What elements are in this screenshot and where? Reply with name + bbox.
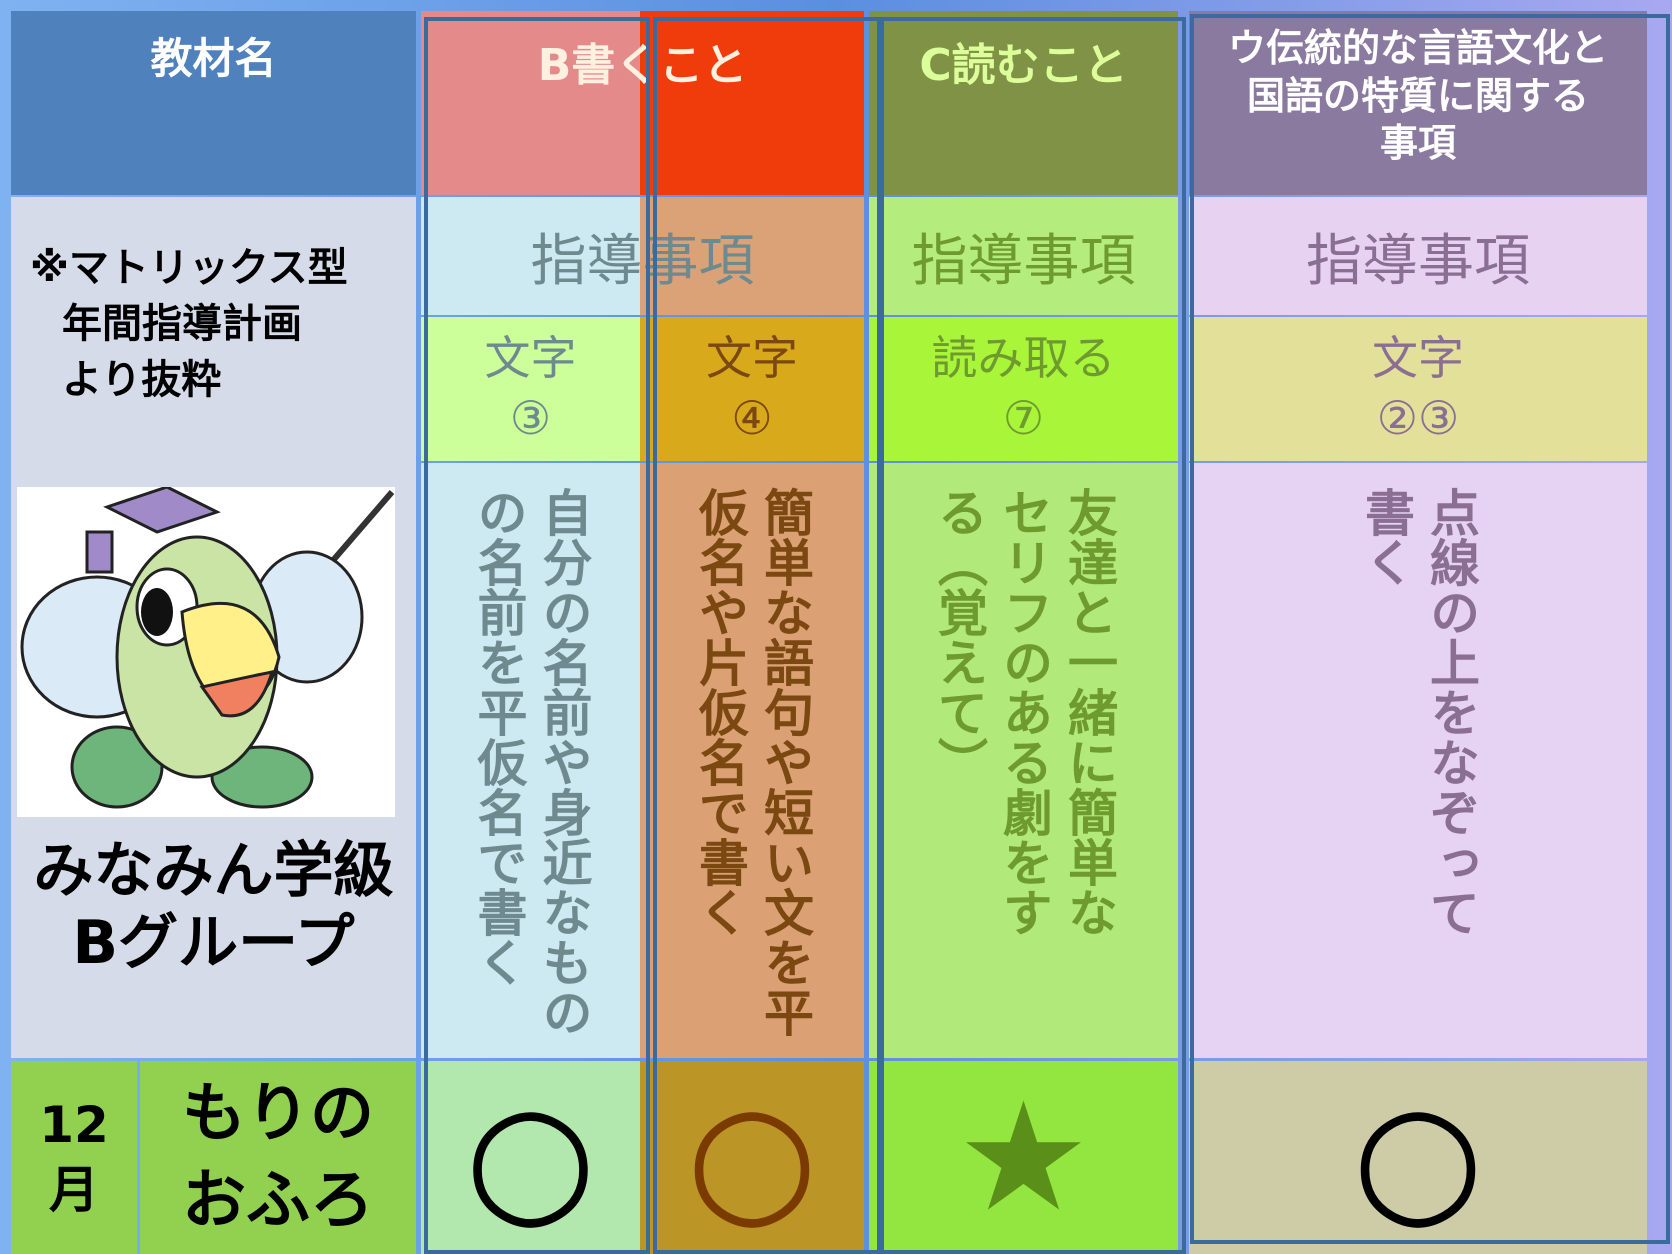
header-material: 教材名 [11, 11, 416, 195]
guidance-writing: 指導事項 [530, 228, 755, 294]
header-line: 事項 [1379, 121, 1456, 165]
month: 12 月 [11, 1061, 137, 1254]
item-mark: ○ [640, 1061, 864, 1254]
description-line: 点線の上をなぞって [1422, 487, 1480, 937]
description-line: セリフのある劇をす [995, 487, 1053, 937]
header-line: 国語の特質に関する [1246, 73, 1589, 118]
header-tradition: ウ伝統的な言語文化と 国語の特質に関する 事項 [1189, 11, 1647, 195]
label-line: ④ [731, 391, 773, 445]
description-line: 自分の名前や身近なもの [534, 487, 593, 1037]
label-line: 文字 [706, 331, 798, 386]
item-mark: ★ [869, 1061, 1178, 1254]
item-label: 文字 ②③ [1189, 317, 1647, 461]
item-label: 文字 ④ [640, 317, 864, 461]
header-bg [421, 11, 640, 195]
item-description: 簡単な語句や短い文を平 仮名や片仮名で書く [640, 463, 864, 1058]
item-description: 自分の名前や身近なもの の名前を平仮名で書く [421, 463, 640, 1058]
label-line: ③ [509, 391, 552, 445]
description-line: る（覚えて） [930, 487, 988, 787]
month-unit: 月 [49, 1160, 99, 1219]
description-line: 仮名や片仮名で書く [691, 487, 749, 937]
header-reading: C読むこと [869, 11, 1178, 195]
cell-bg [421, 197, 640, 315]
cell-bg [640, 197, 864, 315]
item-description: 友達と一緒に簡単な セリフのある劇をす る（覚えて） [869, 463, 1178, 1058]
label-line: ⑦ [1002, 391, 1045, 445]
item-mark: ○ [421, 1061, 640, 1254]
header-writing: B書くこと [537, 40, 748, 91]
title-line: もりの [182, 1077, 374, 1152]
label-line: 読み取る [931, 331, 1116, 386]
mascot [17, 487, 395, 817]
guidance-reading: 指導事項 [869, 197, 1178, 315]
lesson-title: もりの おふろ [140, 1061, 416, 1254]
item-mark: ○ [1189, 1061, 1647, 1254]
description-line: 簡単な語句や短い文を平 [756, 487, 814, 1037]
note: ※マトリックス型年間指導計画 より抜粋 [30, 240, 410, 408]
description-line: の名前を平仮名で書く [469, 487, 528, 987]
label-line: ②③ [1376, 391, 1460, 445]
note-line: ※マトリックス型 [30, 245, 348, 291]
label-line: 文字 [1372, 331, 1464, 386]
title-line: おふろ [182, 1163, 374, 1238]
description-line: 友達と一緒に簡単な [1060, 487, 1118, 937]
note-line: より抜粋 [62, 357, 222, 403]
group-line: Bグループ [72, 908, 355, 978]
item-description: 点線の上をなぞって 書く [1189, 463, 1647, 1058]
header-bg [640, 11, 864, 195]
guidance-tradition: 指導事項 [1189, 197, 1647, 315]
header-line: ウ伝統的な言語文化と [1227, 26, 1608, 70]
label-line: 文字 [484, 331, 577, 386]
item-label: 読み取る ⑦ [869, 317, 1178, 461]
group-line: みなみん学級 [33, 836, 394, 906]
group: みなみん学級 Bグループ [11, 835, 416, 979]
month-number: 12 [39, 1095, 109, 1154]
item-label: 文字 ③ [421, 317, 640, 461]
note-line: 年間指導計画 [62, 301, 302, 347]
description-line: 書く [1357, 487, 1415, 587]
